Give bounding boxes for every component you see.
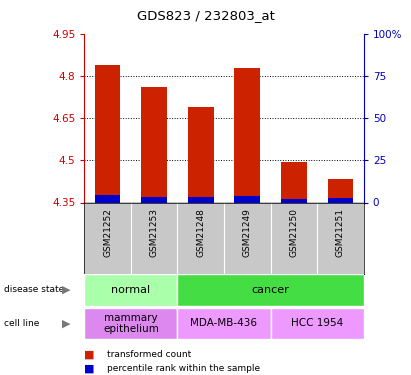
Text: GSM21248: GSM21248 <box>196 208 205 257</box>
Text: GSM21250: GSM21250 <box>289 208 298 257</box>
Bar <box>328 198 353 202</box>
Text: cancer: cancer <box>252 285 289 295</box>
Text: GDS823 / 232803_at: GDS823 / 232803_at <box>136 9 275 22</box>
Bar <box>178 274 364 306</box>
Bar <box>328 178 353 203</box>
Text: GSM21249: GSM21249 <box>243 208 252 257</box>
Bar <box>84 274 178 306</box>
Bar <box>141 87 167 202</box>
Bar <box>188 197 214 202</box>
Bar <box>84 308 178 339</box>
Bar <box>188 107 214 202</box>
Text: normal: normal <box>111 285 150 295</box>
Bar <box>235 68 260 203</box>
Bar <box>281 199 307 202</box>
Text: cell line: cell line <box>4 319 39 328</box>
Text: transformed count: transformed count <box>107 350 191 359</box>
Bar <box>141 197 167 202</box>
Text: HCC 1954: HCC 1954 <box>291 318 343 328</box>
Text: GSM21251: GSM21251 <box>336 208 345 257</box>
Text: percentile rank within the sample: percentile rank within the sample <box>107 364 260 373</box>
Text: mammary
epithelium: mammary epithelium <box>103 313 159 334</box>
Text: MDA-MB-436: MDA-MB-436 <box>190 318 258 328</box>
Bar <box>95 195 120 202</box>
Bar <box>235 196 260 202</box>
Text: ■: ■ <box>84 350 95 359</box>
Bar <box>281 162 307 202</box>
Text: ■: ■ <box>84 363 95 373</box>
Text: ▶: ▶ <box>62 318 70 328</box>
Text: disease state: disease state <box>4 285 65 294</box>
Bar <box>178 308 270 339</box>
Text: ▶: ▶ <box>62 285 70 295</box>
Bar <box>270 308 364 339</box>
Text: GSM21252: GSM21252 <box>103 208 112 257</box>
Bar <box>95 65 120 203</box>
Text: GSM21253: GSM21253 <box>150 208 159 257</box>
